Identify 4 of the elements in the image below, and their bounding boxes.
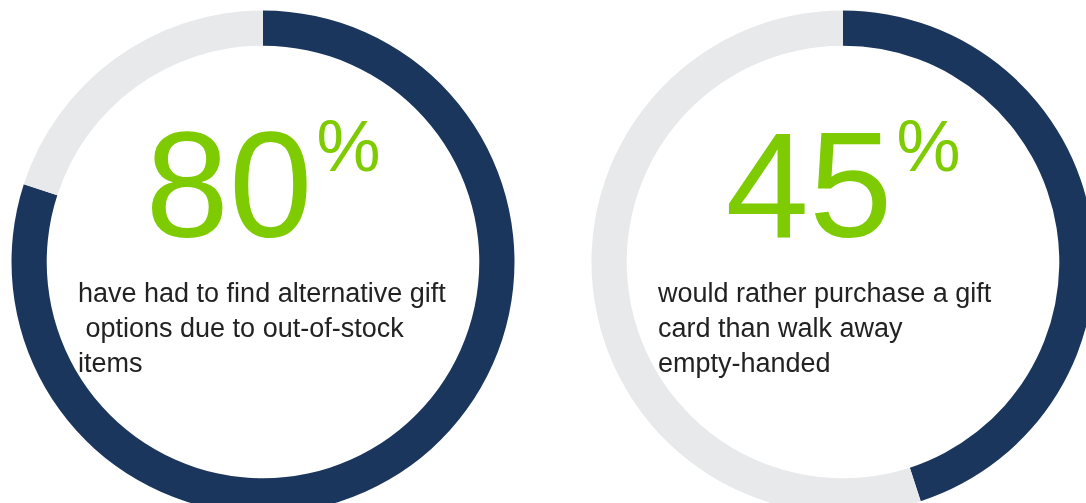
text: have had to find alternative gift options due to out-of-stock items [78, 277, 447, 378]
data-label: 45% [725, 101, 961, 269]
text: would rather purchase a gift card than walk away empty-handed [657, 277, 999, 378]
data-label: 80% [145, 101, 381, 269]
